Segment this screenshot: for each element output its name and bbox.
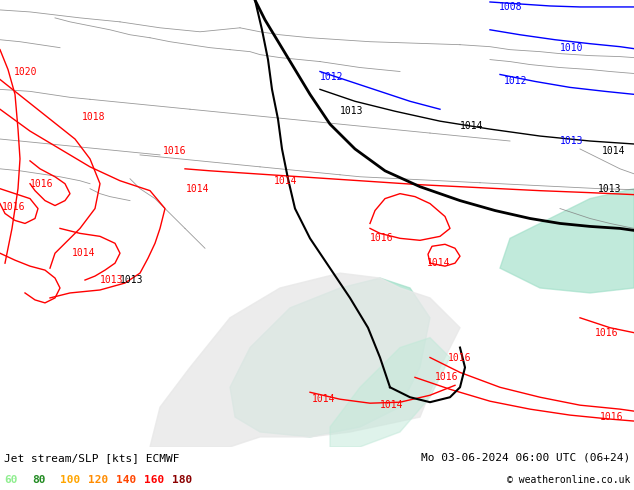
Polygon shape — [150, 273, 460, 447]
Text: 1016: 1016 — [448, 352, 472, 363]
Text: 1013: 1013 — [120, 275, 143, 285]
Text: 1014: 1014 — [312, 394, 335, 404]
Text: 1010: 1010 — [560, 43, 583, 52]
Text: 1016: 1016 — [600, 412, 623, 422]
Text: 1014: 1014 — [72, 248, 96, 258]
Text: Jet stream/SLP [kts] ECMWF: Jet stream/SLP [kts] ECMWF — [4, 453, 179, 463]
Polygon shape — [330, 338, 450, 447]
Text: 1014: 1014 — [274, 176, 297, 186]
Text: 100: 100 — [60, 475, 81, 485]
Text: 1016: 1016 — [595, 328, 619, 338]
Text: 180: 180 — [172, 475, 192, 485]
Text: 1014: 1014 — [460, 121, 484, 131]
Polygon shape — [500, 189, 634, 293]
Text: 1016: 1016 — [163, 146, 186, 156]
Text: 140: 140 — [116, 475, 136, 485]
Text: 1012: 1012 — [504, 76, 527, 86]
Text: 1014: 1014 — [380, 400, 403, 410]
Text: 120: 120 — [88, 475, 108, 485]
Text: 1016: 1016 — [435, 372, 458, 382]
Text: 1016: 1016 — [2, 201, 25, 212]
Text: 1016: 1016 — [370, 233, 394, 244]
Text: 1013: 1013 — [560, 136, 583, 146]
Polygon shape — [230, 278, 430, 437]
Text: 1013: 1013 — [598, 184, 621, 194]
Text: 1018: 1018 — [82, 112, 105, 122]
Text: 1008: 1008 — [499, 2, 522, 12]
Text: 1013: 1013 — [340, 106, 363, 116]
Text: Mo 03-06-2024 06:00 UTC (06+24): Mo 03-06-2024 06:00 UTC (06+24) — [421, 453, 630, 463]
Text: 60: 60 — [4, 475, 18, 485]
Text: 160: 160 — [144, 475, 164, 485]
Text: 1014: 1014 — [602, 146, 626, 156]
Text: 1013: 1013 — [100, 275, 124, 285]
Text: © weatheronline.co.uk: © weatheronline.co.uk — [507, 475, 630, 485]
Text: 1014: 1014 — [186, 184, 209, 194]
Text: 1020: 1020 — [14, 67, 37, 76]
Text: 80: 80 — [32, 475, 46, 485]
Text: 1016: 1016 — [30, 179, 53, 189]
Text: 1014: 1014 — [427, 258, 451, 268]
Text: 1012: 1012 — [320, 73, 344, 82]
